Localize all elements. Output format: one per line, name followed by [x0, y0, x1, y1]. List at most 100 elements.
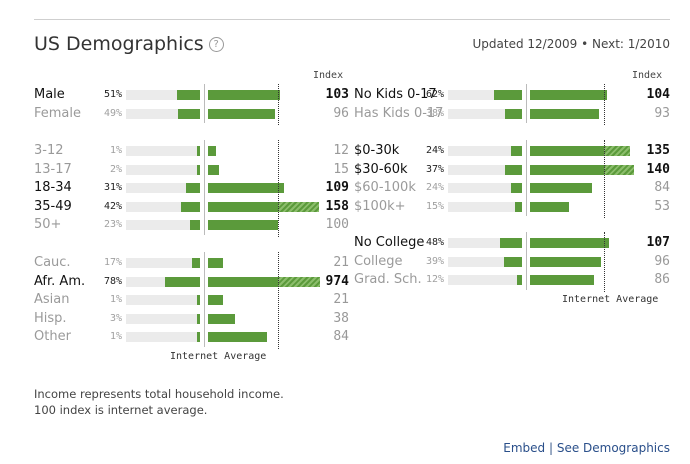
percent-bar-track	[126, 295, 200, 305]
row-percent: 48%	[425, 237, 444, 248]
row-percent: 15%	[425, 200, 444, 212]
help-icon[interactable]: ?	[208, 37, 224, 52]
group-divider	[204, 252, 205, 347]
internet-average-line	[604, 232, 605, 292]
percent-bar-fill	[504, 256, 522, 267]
percent-bar-fill	[197, 332, 200, 342]
page-title-text: US Demographics	[34, 33, 204, 55]
percent-bar-fill	[164, 276, 200, 287]
row-percent: 37%	[425, 163, 444, 175]
demographic-row: $0-30k 24% 135	[354, 142, 674, 160]
row-index: 135	[646, 143, 670, 158]
row-label: $60-100k	[354, 180, 416, 195]
index-bar	[530, 164, 634, 175]
percent-bar-track	[448, 164, 522, 175]
row-index: 21	[333, 255, 349, 270]
row-label: Afr. Am.	[34, 273, 86, 289]
row-percent: 62%	[425, 89, 444, 100]
row-percent: 42%	[103, 200, 122, 212]
row-label: College	[354, 253, 403, 269]
internet-average-line	[604, 140, 605, 218]
demographic-row: Hisp. 3% 38	[34, 310, 354, 328]
percent-bar-track	[126, 90, 200, 100]
demographic-row: Male 51% 103	[34, 86, 354, 104]
row-index: 103	[325, 87, 349, 102]
index-bar	[530, 256, 602, 267]
demographic-row: Asian 1% 21	[34, 291, 354, 309]
group-divider	[526, 140, 527, 216]
percent-bar-fill	[189, 220, 200, 230]
index-bar-overflow	[604, 146, 630, 156]
percent-bar-track	[126, 164, 200, 175]
embed-link[interactable]: Embed	[503, 441, 546, 455]
group-divider	[204, 84, 205, 123]
percent-bar-fill	[515, 201, 522, 212]
footer-separator: |	[548, 441, 553, 455]
percent-bar-fill	[197, 146, 200, 156]
row-percent: 78%	[103, 275, 122, 287]
percent-bar-track	[448, 201, 522, 212]
row-index: 84	[333, 329, 349, 344]
percent-bar-track	[448, 275, 522, 285]
row-percent: 24%	[425, 145, 444, 156]
percent-bar-track	[448, 146, 522, 156]
percent-bar-track	[126, 201, 200, 212]
percent-bar-fill	[186, 183, 200, 193]
row-index: 38	[333, 310, 349, 326]
demographic-row: 18-34 31% 109	[34, 179, 354, 197]
percent-bar-track	[126, 108, 200, 119]
row-label: 18-34	[34, 180, 72, 195]
percent-bar-track	[126, 332, 200, 342]
row-label: Grad. Sch.	[354, 272, 422, 287]
demographic-row: 35-49 42% 158	[34, 198, 354, 216]
index-header-right: Index	[632, 70, 663, 81]
internet-average-caption: Internet Average	[170, 351, 267, 362]
row-percent: 17%	[103, 257, 122, 268]
percent-bar-fill	[504, 108, 522, 119]
row-label: Cauc.	[34, 255, 71, 270]
percent-bar-fill	[177, 108, 200, 119]
percent-bar-track	[448, 238, 522, 248]
index-header: Index	[313, 70, 344, 81]
row-percent: 3%	[109, 312, 122, 324]
percent-bar-track	[448, 108, 522, 119]
row-percent: 1%	[109, 331, 122, 342]
index-bar	[208, 108, 276, 119]
row-percent: 38%	[425, 107, 444, 119]
row-label: $0-30k	[354, 143, 400, 158]
footer-links: Embed | See Demographics	[503, 441, 670, 455]
percent-bar-fill	[197, 313, 200, 324]
row-label: 3-12	[34, 143, 64, 158]
demographic-row: $100k+ 15% 53	[354, 198, 674, 216]
row-label: Asian	[34, 292, 70, 307]
row-label: $30-60k	[354, 161, 408, 177]
internet-average-line	[604, 84, 605, 125]
row-label: 13-17	[34, 161, 72, 177]
see-demographics-link[interactable]: See Demographics	[556, 441, 670, 455]
row-index: 158	[325, 198, 349, 214]
row-index: 96	[654, 253, 670, 269]
group-divider	[526, 232, 527, 290]
percent-bar-track	[448, 90, 522, 100]
right-panel: Index Internet Average No Kids 0-17 62% 10…	[354, 70, 670, 310]
row-label: 50+	[34, 217, 62, 232]
percent-bar-fill	[197, 295, 200, 305]
percent-bar-fill	[505, 164, 522, 175]
row-index: 84	[654, 180, 670, 195]
percent-bar-track	[126, 258, 200, 268]
internet-average-caption-right: Internet Average	[562, 294, 659, 305]
row-label: Female	[34, 105, 82, 121]
row-percent: 49%	[103, 107, 122, 119]
index-bar	[208, 201, 319, 212]
row-index: 21	[333, 292, 349, 307]
group-divider	[204, 140, 205, 235]
demographic-row: $60-100k 24% 84	[354, 179, 674, 197]
row-percent: 1%	[109, 145, 122, 156]
percent-bar-track	[126, 146, 200, 156]
index-bar-overflow	[604, 164, 634, 175]
row-index: 96	[333, 105, 349, 121]
row-percent: 51%	[103, 89, 122, 100]
row-label: Hisp.	[34, 310, 67, 326]
row-index: 100	[325, 217, 349, 232]
index-bar	[208, 146, 217, 156]
